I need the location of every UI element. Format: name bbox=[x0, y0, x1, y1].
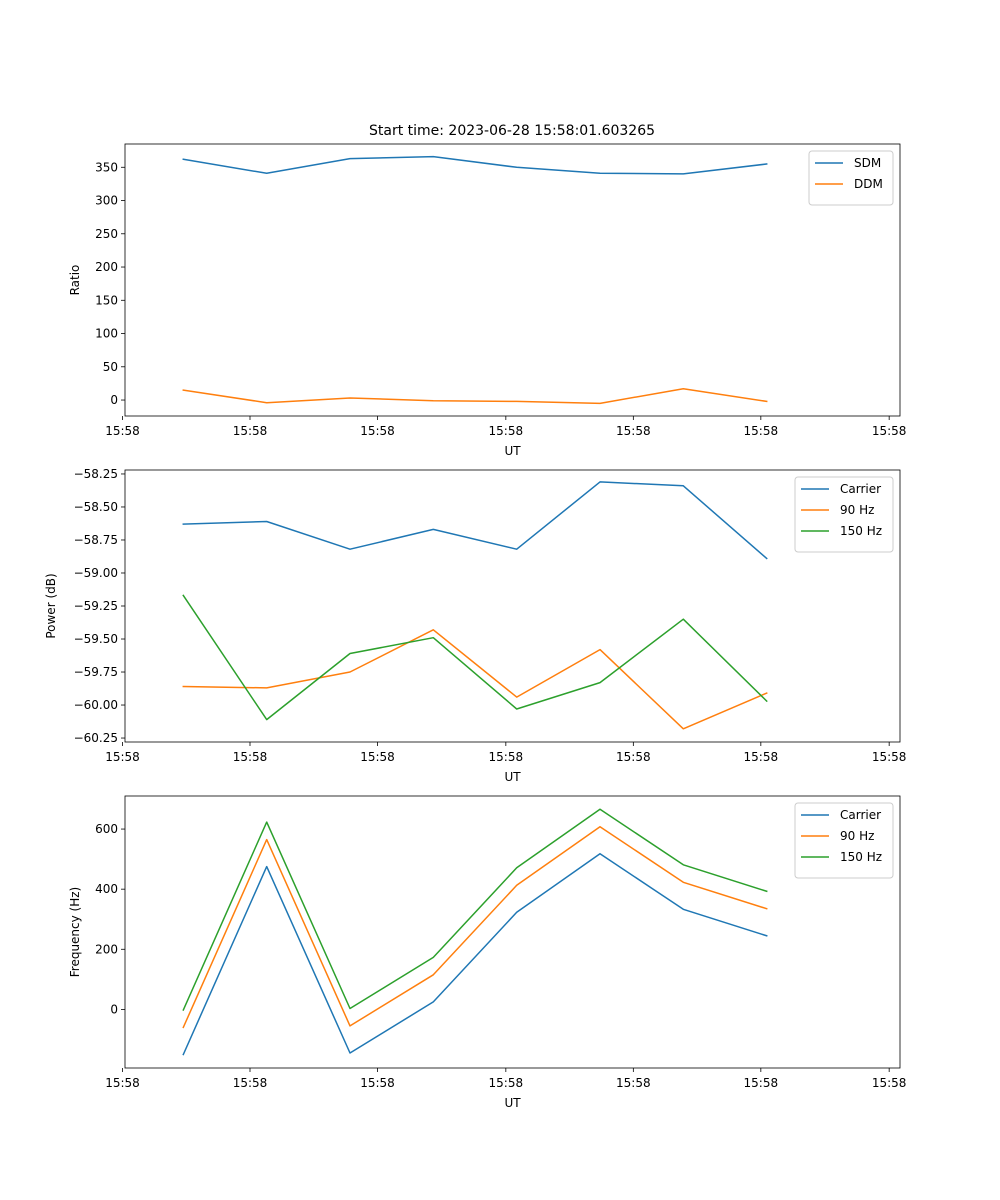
y-tick-label: 0 bbox=[110, 1002, 118, 1016]
x-axis-label: UT bbox=[504, 1096, 521, 1110]
legend-label: 150 Hz bbox=[840, 524, 882, 538]
y-tick-label: 400 bbox=[95, 882, 118, 896]
y-tick-label: 50 bbox=[103, 360, 118, 374]
legend-label: SDM bbox=[854, 156, 881, 170]
legend-label: DDM bbox=[854, 177, 883, 191]
legend-label: 90 Hz bbox=[840, 503, 874, 517]
axes-frame bbox=[124, 143, 901, 417]
x-tick-label: 15:58 bbox=[616, 424, 651, 438]
series-line-150-hz bbox=[182, 594, 768, 721]
series-line-90-hz bbox=[182, 629, 768, 730]
axes-frame bbox=[124, 795, 901, 1069]
legend-label: 90 Hz bbox=[840, 829, 874, 843]
x-tick-label: 15:58 bbox=[744, 1076, 779, 1090]
y-tick-label: −58.50 bbox=[74, 500, 118, 514]
subplot-1: 15:58 15:58 15:58 15:58 15:58 15:58 15:58 0 50 10… bbox=[68, 143, 907, 458]
x-tick-label: 15:58 bbox=[616, 1076, 651, 1090]
x-tick-label: 15:58 bbox=[872, 1076, 907, 1090]
y-tick-label: −59.75 bbox=[74, 665, 118, 679]
legend-box bbox=[808, 150, 894, 206]
x-tick-label: 15:58 bbox=[360, 424, 395, 438]
series-line-sdm bbox=[182, 155, 768, 175]
legend-label: Carrier bbox=[840, 808, 881, 822]
y-tick-label: −59.25 bbox=[74, 599, 118, 613]
y-tick-label: 0 bbox=[110, 393, 118, 407]
legend: Carrier 90 Hz 150 Hz bbox=[794, 476, 894, 553]
x-tick-label: 15:58 bbox=[360, 750, 395, 764]
x-tick-label: 15:58 bbox=[616, 750, 651, 764]
x-tick-label: 15:58 bbox=[872, 424, 907, 438]
x-tick-label: 15:58 bbox=[233, 1076, 268, 1090]
axes-frame bbox=[124, 469, 901, 743]
x-tick-label: 15:58 bbox=[233, 750, 268, 764]
y-tick-label: −59.50 bbox=[74, 632, 118, 646]
y-tick-label: −60.25 bbox=[74, 731, 118, 745]
legend-box bbox=[794, 802, 894, 879]
subplot-2: 15:58 15:58 15:58 15:58 15:58 15:58 15:58 −60.2… bbox=[44, 467, 906, 784]
y-tick-label: 200 bbox=[95, 260, 118, 274]
legend: Carrier 90 Hz 150 Hz bbox=[794, 802, 894, 879]
figure-title: Start time: 2023-06-28 15:58:01.603265 bbox=[369, 123, 655, 139]
series-line-carrier bbox=[182, 481, 768, 560]
series-line-150-hz bbox=[182, 808, 768, 1011]
legend-label: 150 Hz bbox=[840, 850, 882, 864]
x-axis-label: UT bbox=[504, 444, 521, 458]
y-tick-label: −59.00 bbox=[74, 566, 118, 580]
legend-box bbox=[794, 476, 894, 553]
subplot-3: 15:58 15:58 15:58 15:58 15:58 15:58 15:58 0 200 4… bbox=[68, 795, 907, 1110]
series-line-90-hz bbox=[182, 825, 768, 1029]
y-tick-label: 350 bbox=[95, 160, 118, 174]
subplots: 15:58 15:58 15:58 15:58 15:58 15:58 15:58 0 50 10… bbox=[44, 143, 907, 1110]
x-tick-label: 15:58 bbox=[489, 1076, 524, 1090]
series-line-ddm bbox=[182, 387, 768, 405]
y-tick-label: 150 bbox=[95, 293, 118, 307]
x-tick-label: 15:58 bbox=[105, 424, 140, 438]
x-tick-label: 15:58 bbox=[360, 1076, 395, 1090]
y-axis-label: Ratio bbox=[68, 265, 82, 296]
y-axis-label: Frequency (Hz) bbox=[68, 887, 82, 978]
y-tick-label: −60.00 bbox=[74, 698, 118, 712]
x-tick-label: 15:58 bbox=[105, 1076, 140, 1090]
x-tick-label: 15:58 bbox=[744, 750, 779, 764]
y-tick-label: 250 bbox=[95, 227, 118, 241]
y-tick-label: −58.75 bbox=[74, 533, 118, 547]
x-tick-label: 15:58 bbox=[233, 424, 268, 438]
x-tick-label: 15:58 bbox=[872, 750, 907, 764]
series-line-carrier bbox=[182, 852, 768, 1056]
y-tick-label: 100 bbox=[95, 327, 118, 341]
x-tick-label: 15:58 bbox=[105, 750, 140, 764]
y-tick-label: −58.25 bbox=[74, 467, 118, 481]
y-tick-label: 300 bbox=[95, 194, 118, 208]
y-tick-label: 600 bbox=[95, 822, 118, 836]
y-tick-label: 200 bbox=[95, 942, 118, 956]
y-axis-label: Power (dB) bbox=[44, 573, 58, 638]
legend: SDM DDM bbox=[808, 150, 894, 206]
legend-label: Carrier bbox=[840, 482, 881, 496]
x-axis-label: UT bbox=[504, 770, 521, 784]
x-tick-label: 15:58 bbox=[489, 750, 524, 764]
x-tick-label: 15:58 bbox=[744, 424, 779, 438]
x-tick-label: 15:58 bbox=[489, 424, 524, 438]
